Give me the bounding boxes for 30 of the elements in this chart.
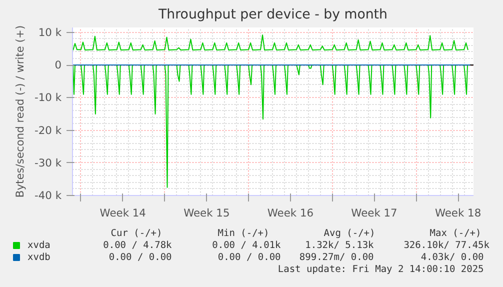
text: 4.03k/ 0.00 [420, 252, 484, 263]
y-axis-title: Bytes/second read (-) / write (+) [14, 25, 27, 198]
y-tick-label: 0 [54, 58, 62, 72]
text: Last update: Fri May 2 14:00:10 2025 [278, 264, 484, 275]
text: 899.27m/ 0.00 [299, 252, 374, 263]
text: 0.00 / 4.78k [103, 240, 172, 251]
text: 0.00 / 4.01k [212, 240, 282, 251]
chart-title: Throughput per device - by month [158, 8, 388, 22]
y-tick-label: -10 k [34, 91, 62, 104]
legend-label: xvda [28, 240, 50, 251]
text: Min (-/+) [218, 228, 270, 239]
x-tick-label: Week 14 [100, 206, 146, 220]
y-tick-label: -30 k [34, 156, 62, 170]
legend-label: xvdb [28, 252, 51, 263]
line-series [72, 64, 468, 188]
text: 326.10k/ 77.45k [404, 240, 490, 251]
text: Cur (-/+) [110, 228, 162, 239]
text: 0.00 / 0.00 [218, 252, 282, 263]
text: 1.32k/ 5.13k [305, 240, 374, 251]
y-tick-label: 10 k [38, 26, 62, 39]
x-tick-label: Week 15 [184, 206, 230, 220]
text: Avg (-/+) [324, 228, 376, 239]
x-tick-label: Week 16 [267, 206, 314, 220]
text: 0.00 / 0.00 [108, 252, 172, 263]
y-tick-label: -20 k [34, 124, 62, 137]
x-tick-label: Week 18 [434, 206, 482, 220]
line-series [72, 34, 469, 51]
x-tick-label: Week 17 [351, 206, 398, 220]
y-tick-label: -40 k [34, 189, 62, 202]
text: Max (-/+) [430, 228, 482, 239]
